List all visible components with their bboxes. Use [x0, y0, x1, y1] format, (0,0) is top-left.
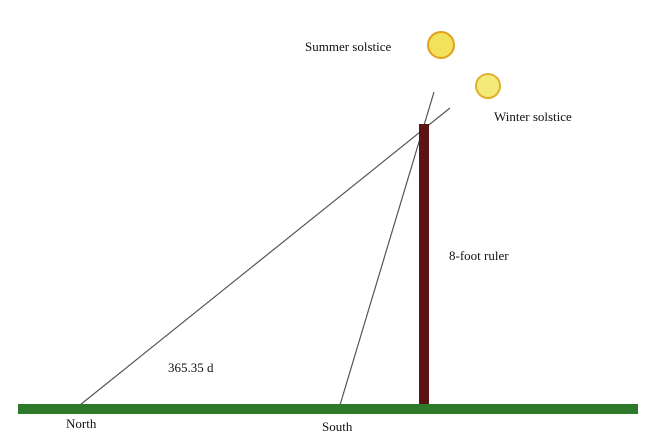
diagram: Summer solstice Winter solstice 8-foot r…	[0, 0, 646, 436]
days-label: 365.35 d	[168, 360, 214, 375]
winter-label: Winter solstice	[494, 109, 572, 124]
summer-label: Summer solstice	[305, 39, 392, 54]
summer-sun	[428, 32, 454, 58]
winter-sun	[476, 74, 500, 98]
south-label: South	[322, 419, 353, 434]
ruler	[419, 124, 429, 407]
north-label: North	[66, 416, 97, 431]
background	[0, 0, 646, 436]
ruler-label: 8-foot ruler	[449, 248, 509, 263]
ground	[18, 404, 638, 414]
